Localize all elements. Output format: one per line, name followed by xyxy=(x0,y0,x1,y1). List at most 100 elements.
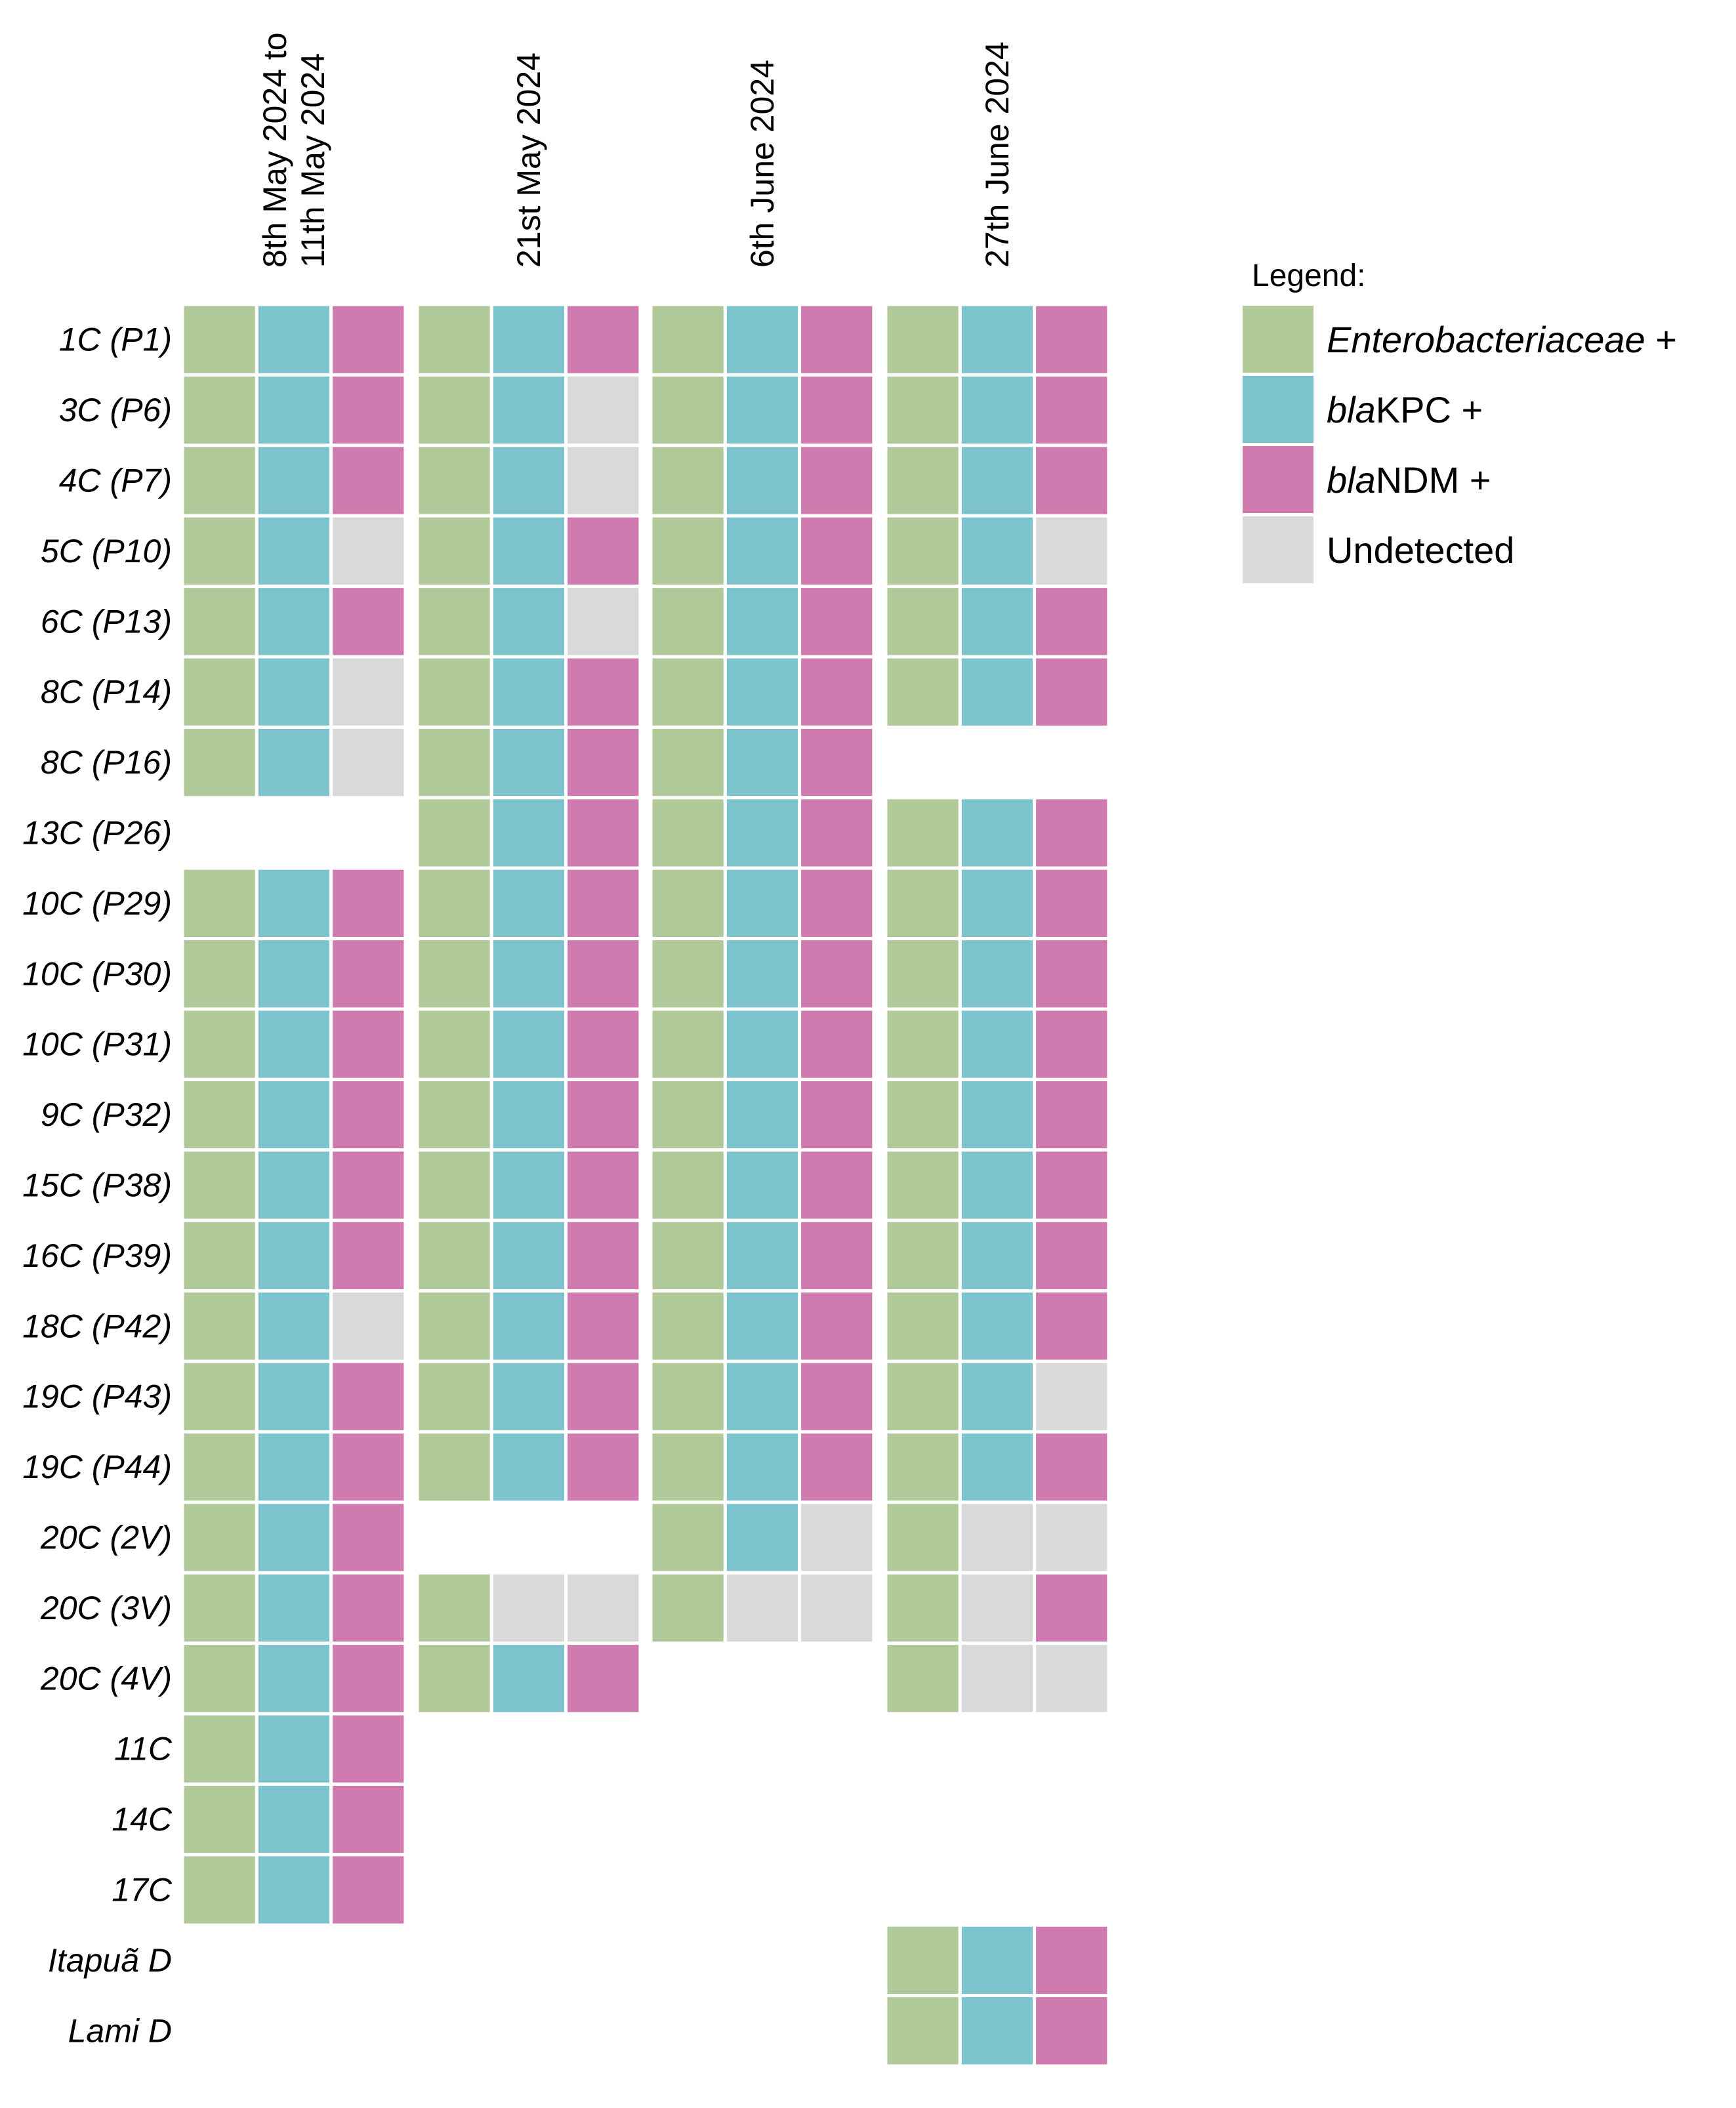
row-label-9c-p32: 9C (P32) xyxy=(41,1096,172,1133)
cell-3c-p6-date3-blakpc xyxy=(723,373,802,447)
cell-19c-p43-date3-blakpc xyxy=(723,1359,802,1434)
sample-labels: 1C (P1) 3C (P6) 4C (P7) 5C (P10) 6C (P13) 8C … xyxy=(22,321,173,2050)
cell-10c-p31-date2-blakpc xyxy=(489,1007,568,1081)
cell-20c-3v-date3-enterobacteriaceae xyxy=(649,1571,727,1645)
cell-10c-p29-date3-blakpc xyxy=(723,866,802,941)
cell-20c-3v-date3-blakpc xyxy=(723,1571,802,1645)
row-label-19c-p43: 19C (P43) xyxy=(22,1378,172,1415)
cell-19c-p44-date1-blandm xyxy=(329,1430,407,1504)
cell-19c-p43-date4-blakpc xyxy=(958,1359,1037,1434)
cell-6c-p13-date4-enterobacteriaceae xyxy=(884,585,962,659)
cell-14c-date1-blandm xyxy=(329,1782,407,1857)
cell-5c-p10-date1-blandm xyxy=(329,514,407,589)
cell-10c-p30-date2-enterobacteriaceae xyxy=(415,937,493,1011)
cell-1c-p1-date1-enterobacteriaceae xyxy=(180,302,258,377)
cell-10c-p31-date1-blakpc xyxy=(255,1007,333,1081)
cell-13c-p26-date4-blandm xyxy=(1033,796,1111,870)
cell-1c-p1-date3-enterobacteriaceae xyxy=(649,302,727,377)
cell-1c-p1-date3-blandm xyxy=(798,302,876,377)
cell-16c-p39-date4-blakpc xyxy=(958,1218,1037,1293)
cell-itapu-d-date4-blandm xyxy=(1033,1923,1111,1998)
cell-19c-p43-date2-enterobacteriaceae xyxy=(415,1359,493,1434)
cell-18c-p42-date4-blandm xyxy=(1033,1289,1111,1363)
cell-19c-p43-date1-blandm xyxy=(329,1359,407,1434)
cell-19c-p44-date3-enterobacteriaceae xyxy=(649,1430,727,1504)
cell-5c-p10-date3-enterobacteriaceae xyxy=(649,514,727,589)
legend-label-plain-1: + xyxy=(1645,319,1677,360)
cell-15c-p38-date2-blakpc xyxy=(489,1148,568,1222)
row-label-17c: 17C xyxy=(112,1872,173,1909)
cell-20c-2v-date1-enterobacteriaceae xyxy=(180,1500,258,1575)
cell-3c-p6-date4-blandm xyxy=(1033,373,1111,447)
cell-10c-p29-date3-blandm xyxy=(798,866,876,941)
cell-10c-p29-date1-blandm xyxy=(329,866,407,941)
cell-19c-p44-date3-blandm xyxy=(798,1430,876,1504)
cell-5c-p10-date2-blakpc xyxy=(489,514,568,589)
cell-4c-p7-date1-blandm xyxy=(329,444,407,518)
cell-3c-p6-date1-blandm xyxy=(329,373,407,447)
cell-5c-p10-date4-enterobacteriaceae xyxy=(884,514,962,589)
cell-9c-p32-date2-blakpc xyxy=(489,1077,568,1152)
cell-10c-p30-date3-blakpc xyxy=(723,937,802,1011)
cell-3c-p6-date4-blakpc xyxy=(958,373,1037,447)
cell-13c-p26-date3-enterobacteriaceae xyxy=(649,796,727,870)
legend-label-3: blaNDM + xyxy=(1327,459,1491,501)
legend-label-1: Enterobacteriaceae + xyxy=(1327,319,1677,360)
cell-9c-p32-date3-blandm xyxy=(798,1077,876,1152)
cell-15c-p38-date1-blakpc xyxy=(255,1148,333,1222)
cell-20c-2v-date4-blandm xyxy=(1033,1500,1111,1575)
row-label-14c: 14C xyxy=(112,1801,173,1838)
cell-10c-p30-date4-blandm xyxy=(1033,937,1111,1011)
cell-20c-4v-date1-blakpc xyxy=(255,1642,333,1716)
row-label-20c-3v: 20C (3V) xyxy=(40,1590,172,1626)
legend-swatch-u xyxy=(1243,516,1313,583)
cell-10c-p30-date3-blandm xyxy=(798,937,876,1011)
cell-18c-p42-date3-enterobacteriaceae xyxy=(649,1289,727,1363)
cell-1c-p1-date3-blakpc xyxy=(723,302,802,377)
cell-15c-p38-date4-enterobacteriaceae xyxy=(884,1148,962,1222)
cell-16c-p39-date3-enterobacteriaceae xyxy=(649,1218,727,1293)
cell-8c-p14-date4-blandm xyxy=(1033,655,1111,729)
cell-15c-p38-date4-blakpc xyxy=(958,1148,1037,1222)
cell-20c-2v-date3-blandm xyxy=(798,1500,876,1575)
cell-11c-date1-blandm xyxy=(329,1712,407,1786)
cell-19c-p44-date2-blandm xyxy=(564,1430,642,1504)
cell-1c-p1-date4-enterobacteriaceae xyxy=(884,302,962,377)
row-label-13c-p26: 13C (P26) xyxy=(22,815,172,852)
cell-16c-p39-date2-enterobacteriaceae xyxy=(415,1218,493,1293)
cell-5c-p10-date3-blakpc xyxy=(723,514,802,589)
cell-lami-d-date4-enterobacteriaceae xyxy=(884,1994,962,2068)
date-label-1-line2: 11th May 2024 xyxy=(295,53,331,268)
cell-6c-p13-date3-blakpc xyxy=(723,585,802,659)
cell-4c-p7-date4-blandm xyxy=(1033,444,1111,518)
cell-13c-p26-date2-enterobacteriaceae xyxy=(415,796,493,870)
cell-10c-p30-date3-enterobacteriaceae xyxy=(649,937,727,1011)
cell-20c-3v-date2-blakpc xyxy=(489,1571,568,1645)
cell-1c-p1-date2-enterobacteriaceae xyxy=(415,302,493,377)
cell-10c-p29-date4-blandm xyxy=(1033,866,1111,941)
cell-19c-p44-date2-enterobacteriaceae xyxy=(415,1430,493,1504)
cell-8c-p16-date3-enterobacteriaceae xyxy=(649,725,727,800)
cell-16c-p39-date3-blakpc xyxy=(723,1218,802,1293)
cell-15c-p38-date2-enterobacteriaceae xyxy=(415,1148,493,1222)
cell-20c-4v-date4-blandm xyxy=(1033,1642,1111,1716)
legend-swatch-k xyxy=(1243,376,1313,443)
cell-10c-p30-date2-blandm xyxy=(564,937,642,1011)
cell-6c-p13-date1-blakpc xyxy=(255,585,333,659)
cell-10c-p29-date1-enterobacteriaceae xyxy=(180,866,258,941)
legend-label-2: blaKPC + xyxy=(1327,389,1483,430)
cell-16c-p39-date3-blandm xyxy=(798,1218,876,1293)
cell-16c-p39-date4-blandm xyxy=(1033,1218,1111,1293)
cell-8c-p16-date2-enterobacteriaceae xyxy=(415,725,493,800)
row-label-6c-p13: 6C (P13) xyxy=(41,603,172,640)
cell-10c-p30-date4-blakpc xyxy=(958,937,1037,1011)
cell-13c-p26-date4-enterobacteriaceae xyxy=(884,796,962,870)
legend: Legend:Enterobacteriaceae +blaKPC +blaND… xyxy=(1243,258,1677,583)
cell-11c-date1-enterobacteriaceae xyxy=(180,1712,258,1786)
cell-8c-p16-date3-blakpc xyxy=(723,725,802,800)
cell-9c-p32-date4-enterobacteriaceae xyxy=(884,1077,962,1152)
cell-20c-4v-date2-blandm xyxy=(564,1642,642,1716)
row-label-lami-d: Lami D xyxy=(68,2012,172,2049)
cell-4c-p7-date4-enterobacteriaceae xyxy=(884,444,962,518)
cell-19c-p43-date2-blakpc xyxy=(489,1359,568,1434)
